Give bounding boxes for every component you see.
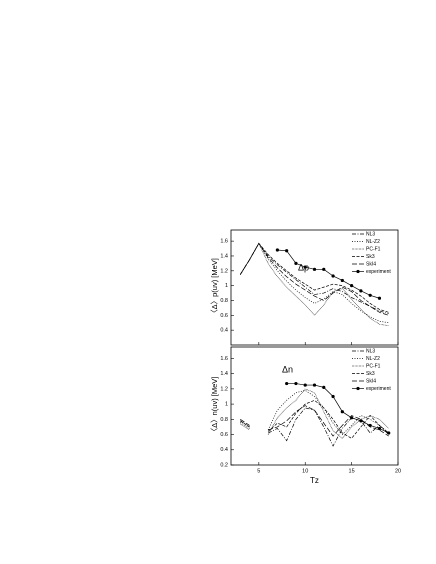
y-tick-label: 0.8 (220, 298, 228, 304)
y-tick-label: 1 (225, 283, 228, 289)
series-line (239, 242, 389, 315)
y-tick-label: 1.6 (220, 356, 228, 362)
annotation: Δp (298, 262, 309, 272)
data-point (359, 289, 363, 293)
data-point (331, 274, 335, 278)
data-point (331, 394, 335, 399)
legend-label: NL3 (366, 231, 375, 237)
y-tick-label: 0.6 (220, 313, 228, 319)
series-line (240, 399, 389, 439)
series-line (240, 390, 389, 436)
y-tick-label: 1.6 (220, 239, 228, 245)
y-tick-label: 1.2 (220, 386, 228, 392)
y-tick-label: 1.2 (220, 268, 228, 274)
legend-label: NL-Z2 (366, 356, 380, 362)
legend-label: PC-F1 (366, 246, 381, 252)
series-line (240, 388, 389, 439)
legend-label: experiment (366, 386, 391, 392)
legend-label: SkI4 (366, 261, 376, 267)
data-point (322, 267, 326, 271)
y-axis-label: 〈Δ〉p(uv) [MeV] (210, 258, 219, 317)
series-line (239, 242, 389, 316)
x-tick-label: 20 (395, 468, 401, 474)
data-point (294, 261, 298, 265)
y-tick-label: 1.4 (220, 253, 228, 259)
plot-frame (230, 346, 399, 466)
y-axis-label: 〈Δ〉n(uv) [MeV] (210, 377, 219, 436)
data-point (303, 265, 307, 269)
data-point (377, 296, 382, 300)
data-point (312, 383, 317, 387)
legend-marker (356, 269, 360, 274)
legend-marker (356, 386, 360, 391)
annotation: Δn (282, 364, 293, 374)
series-line (240, 407, 389, 447)
data-point (275, 248, 279, 252)
y-tick-label: 1 (225, 402, 228, 408)
y-tick-label: 0.6 (220, 432, 228, 438)
data-point (350, 284, 354, 288)
plot-frame (230, 229, 399, 346)
data-point (340, 410, 344, 414)
data-point (294, 381, 298, 386)
y-tick-label: 1.4 (220, 371, 228, 377)
y-tick-label: 0.4 (220, 328, 228, 334)
y-tick-label: 0.4 (220, 447, 228, 453)
legend-label: Sk3 (366, 254, 375, 260)
data-point (303, 383, 307, 387)
series-line (239, 242, 389, 327)
legend-label: Sk3 (366, 371, 375, 377)
data-point (359, 419, 363, 423)
data-point (312, 267, 317, 271)
y-tick-label: 0.8 (220, 417, 228, 423)
data-point (350, 416, 354, 420)
data-point (340, 278, 344, 283)
data-point (368, 293, 372, 297)
data-point (387, 431, 391, 435)
data-point (368, 423, 372, 428)
data-point (322, 385, 326, 389)
legend-label: SkI4 (366, 378, 376, 384)
legend-label: experiment (366, 269, 391, 275)
x-tick-label: 10 (302, 468, 308, 474)
data-point (285, 381, 289, 386)
x-axis-label: Tz (310, 476, 319, 485)
x-tick-label: 5 (257, 468, 260, 474)
data-point (285, 249, 289, 253)
series-line (277, 249, 380, 299)
series-line (239, 242, 389, 324)
y-tick-label: 0.2 (220, 462, 228, 468)
legend-label: NL3 (366, 348, 375, 354)
data-point (377, 426, 382, 431)
legend-label: PC-F1 (366, 363, 381, 369)
legend-label: NL-Z2 (366, 239, 380, 245)
x-tick-label: 15 (349, 468, 355, 474)
series-line (239, 242, 389, 313)
